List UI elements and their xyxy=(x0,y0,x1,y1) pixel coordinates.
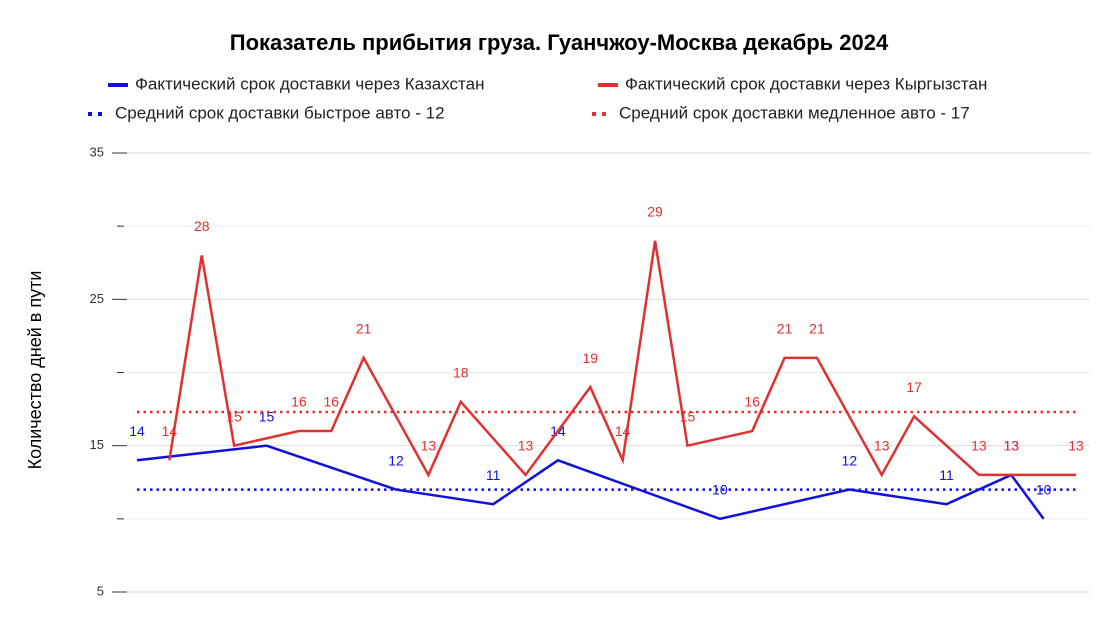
series-line xyxy=(168,240,1076,478)
data-label: 13 xyxy=(518,438,534,454)
y-axis-title: Количество дней в пути xyxy=(25,271,45,470)
data-label: 13 xyxy=(1003,438,1019,454)
y-tick-label: 5 xyxy=(97,583,104,598)
y-tick-label: 15 xyxy=(90,437,104,452)
data-label: 17 xyxy=(906,379,922,395)
data-label: 13 xyxy=(1068,438,1084,454)
data-label: 29 xyxy=(647,204,663,220)
legend-label: Фактический срок доставки через Казахста… xyxy=(135,74,484,93)
data-label: 13 xyxy=(1003,438,1019,454)
data-label: 16 xyxy=(744,394,760,410)
legend-label: Фактический срок доставки через Кыргызст… xyxy=(625,74,987,93)
legend-label: Средний срок доставки медленное авто - 1… xyxy=(619,103,970,122)
data-label: 16 xyxy=(323,394,339,410)
data-label: 14 xyxy=(615,423,631,439)
data-label: 21 xyxy=(777,321,793,337)
series-line xyxy=(136,444,1045,521)
data-label: 21 xyxy=(356,321,372,337)
data-label: 12 xyxy=(842,452,858,468)
data-label: 13 xyxy=(874,438,890,454)
data-label: 19 xyxy=(583,350,599,366)
legend-label: Средний срок доставки быстрое авто - 12 xyxy=(115,103,445,122)
y-tick-label: 35 xyxy=(90,144,104,159)
data-label: 10 xyxy=(712,482,728,498)
chart-title: Показатель прибытия груза. Гуанчжоу-Моск… xyxy=(230,30,889,55)
data-label: 15 xyxy=(680,408,696,424)
data-label: 28 xyxy=(194,218,210,234)
data-label: 18 xyxy=(453,364,469,380)
data-label: 13 xyxy=(971,438,987,454)
data-label: 14 xyxy=(162,423,178,439)
data-label: 11 xyxy=(486,467,501,483)
data-label: 13 xyxy=(421,438,437,454)
data-label: 16 xyxy=(291,394,307,410)
data-label: 14 xyxy=(129,423,145,439)
data-label: 11 xyxy=(939,467,954,483)
data-label: 12 xyxy=(388,452,404,468)
data-label: 10 xyxy=(1036,482,1052,498)
y-tick-label: 25 xyxy=(90,291,104,306)
data-label: 21 xyxy=(809,321,825,337)
